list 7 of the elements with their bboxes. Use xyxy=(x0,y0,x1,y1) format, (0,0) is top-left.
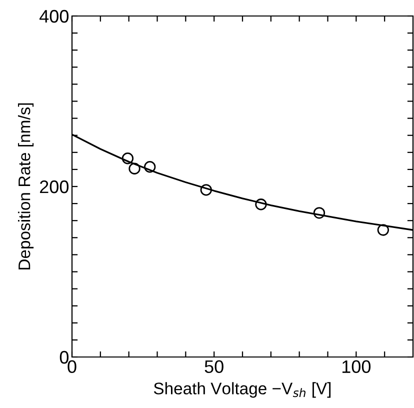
y-axis-title: Deposition Rate [nm/s] xyxy=(18,103,34,270)
y-tick-label: 200 xyxy=(40,180,69,194)
y-tick-label: 400 xyxy=(40,10,69,23)
x-axis-title: Sheath Voltage −V$_{sh}$ [V] xyxy=(154,382,331,398)
x-tick-label: 100 xyxy=(342,360,371,374)
y-tick-label: 0 xyxy=(60,350,69,364)
x-tick-label: 50 xyxy=(204,360,224,374)
